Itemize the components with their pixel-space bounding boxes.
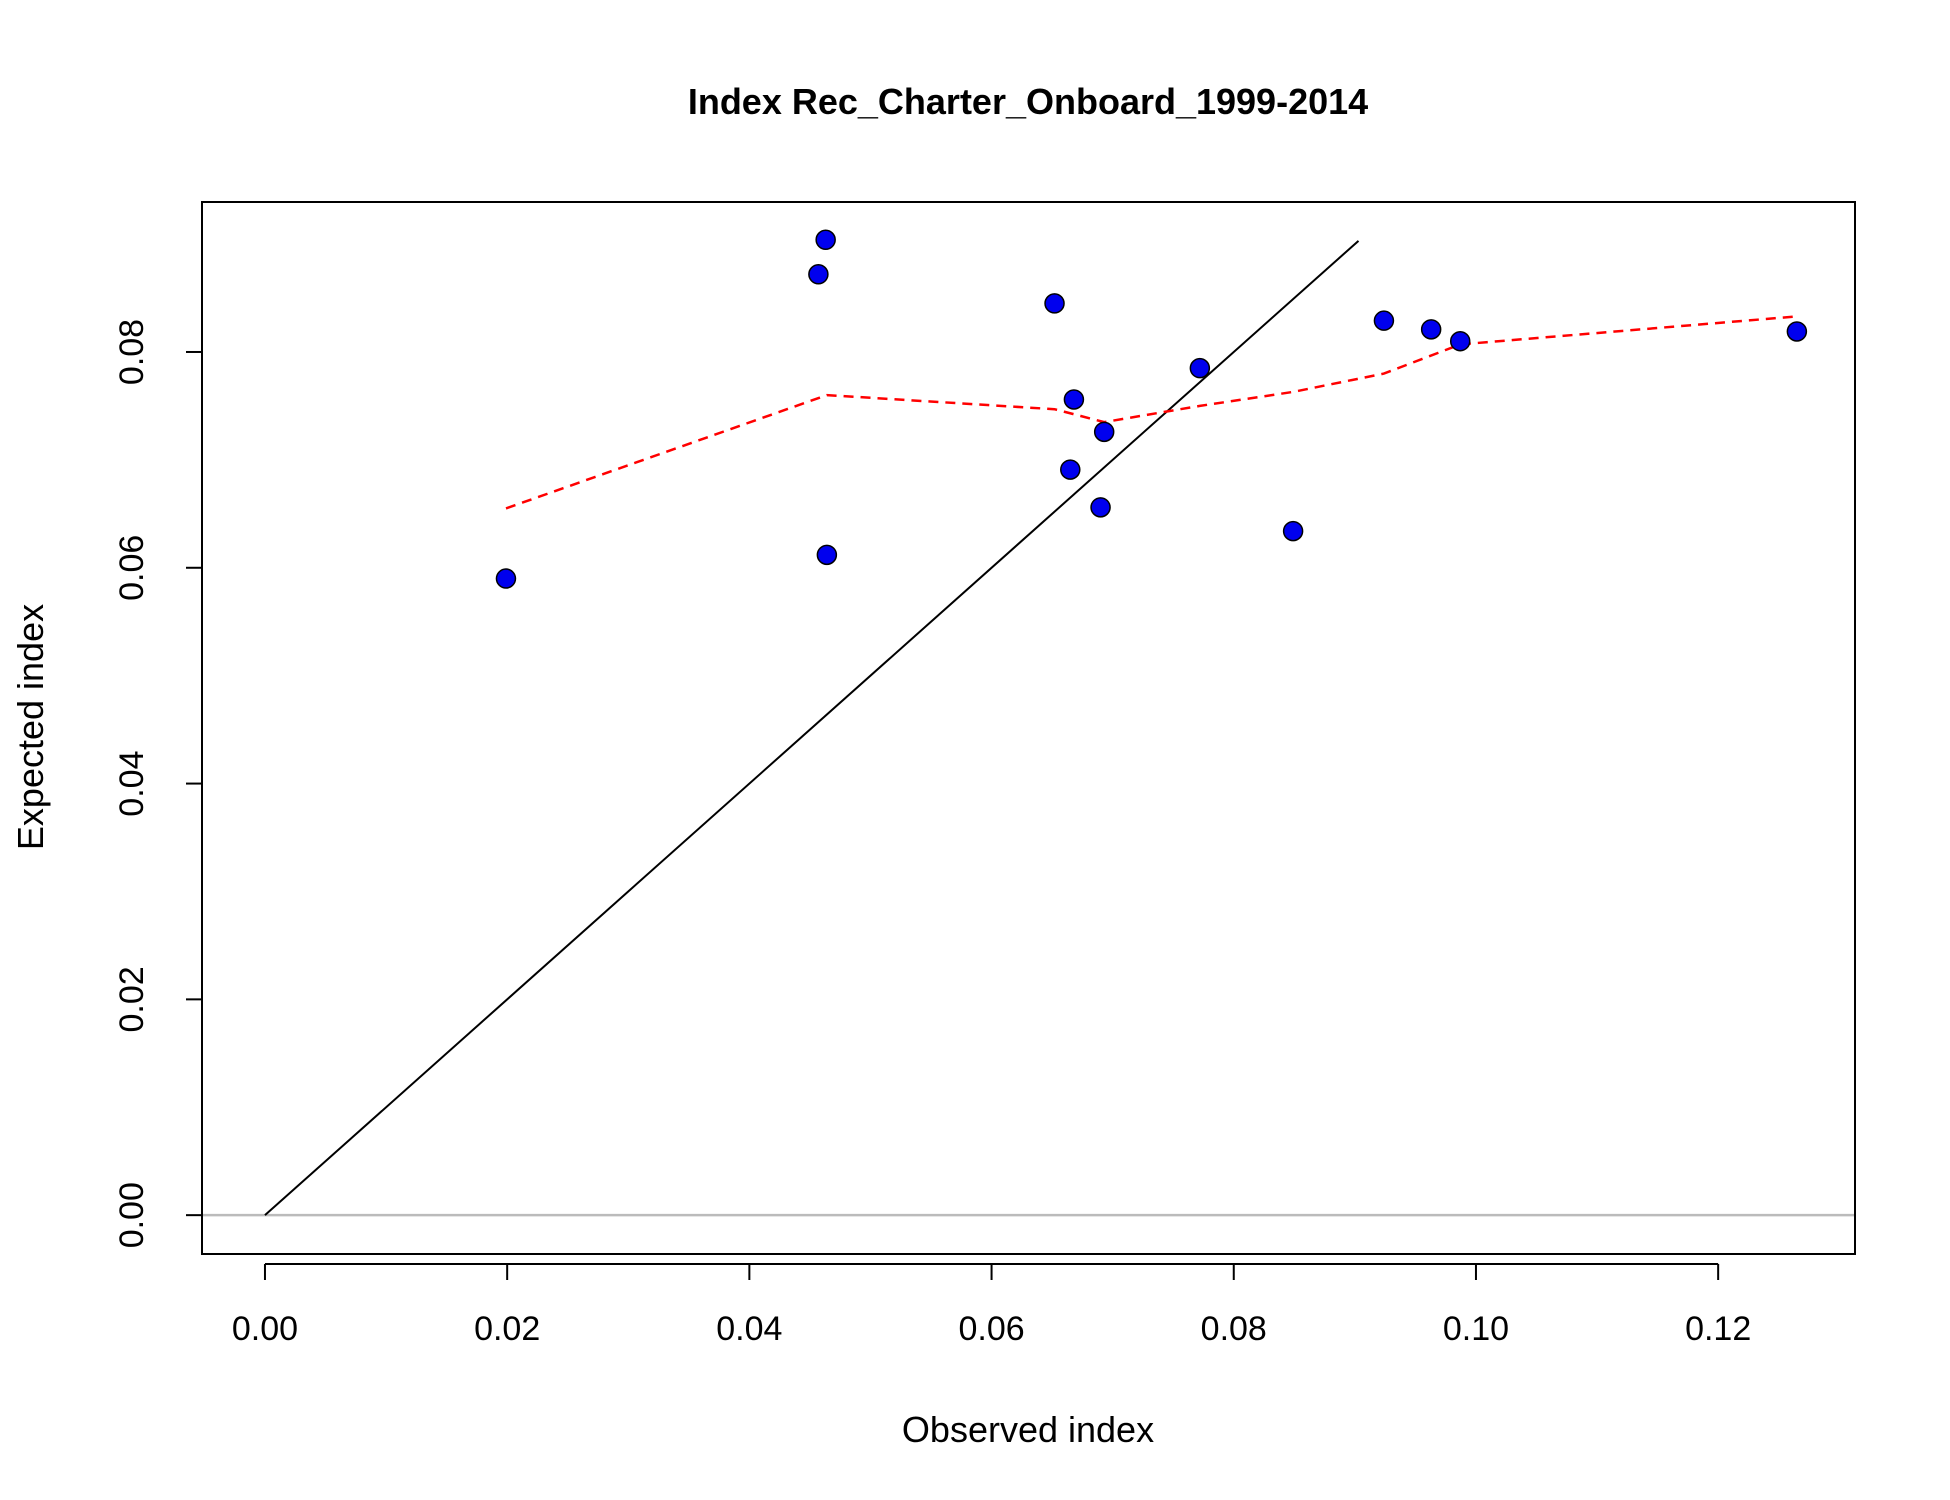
y-tick-label: 0.06 [113, 535, 151, 601]
data-point [1060, 459, 1081, 480]
x-tick-label: 0.04 [716, 1310, 782, 1348]
y-tick-label: 0.00 [113, 1182, 151, 1248]
x-axis-label: Observed index [902, 1409, 1154, 1450]
x-tick-label: 0.02 [474, 1310, 540, 1348]
data-point [815, 229, 836, 251]
data-point [1063, 389, 1085, 410]
y-tick-label: 0.02 [113, 966, 151, 1032]
data-point [816, 544, 838, 566]
plot-area [202, 229, 1855, 1217]
chart-title: Index Rec_Charter_Onboard_1999-2014 [688, 81, 1368, 122]
data-point [1189, 357, 1211, 379]
x-tick-label: 0.12 [1685, 1310, 1751, 1348]
x-tick-label: 0.08 [1201, 1310, 1267, 1348]
data-point [495, 568, 517, 589]
one-to-one-line [264, 240, 1360, 1216]
y-tick-label: 0.04 [113, 751, 151, 817]
x-tick-label: 0.00 [232, 1310, 298, 1348]
data-point [1044, 293, 1065, 314]
plot-frame [201, 201, 1856, 1255]
data-point [1373, 310, 1395, 331]
y-axis-label: Expected index [10, 604, 51, 850]
data-point [1282, 520, 1304, 542]
data-point [1420, 319, 1442, 340]
data-point [1449, 330, 1471, 352]
x-tick-label: 0.10 [1443, 1310, 1509, 1348]
y-tick-label: 0.08 [113, 319, 151, 385]
x-axis: 0.00 0.02 0.04 0.06 0.08 0.10 0.12 [232, 1263, 1751, 1348]
data-point [1090, 497, 1111, 518]
x-tick-label: 0.06 [958, 1310, 1024, 1348]
data-point [808, 264, 829, 285]
data-point [1786, 321, 1808, 342]
smoother-line [505, 315, 1798, 510]
data-point [1093, 421, 1115, 443]
